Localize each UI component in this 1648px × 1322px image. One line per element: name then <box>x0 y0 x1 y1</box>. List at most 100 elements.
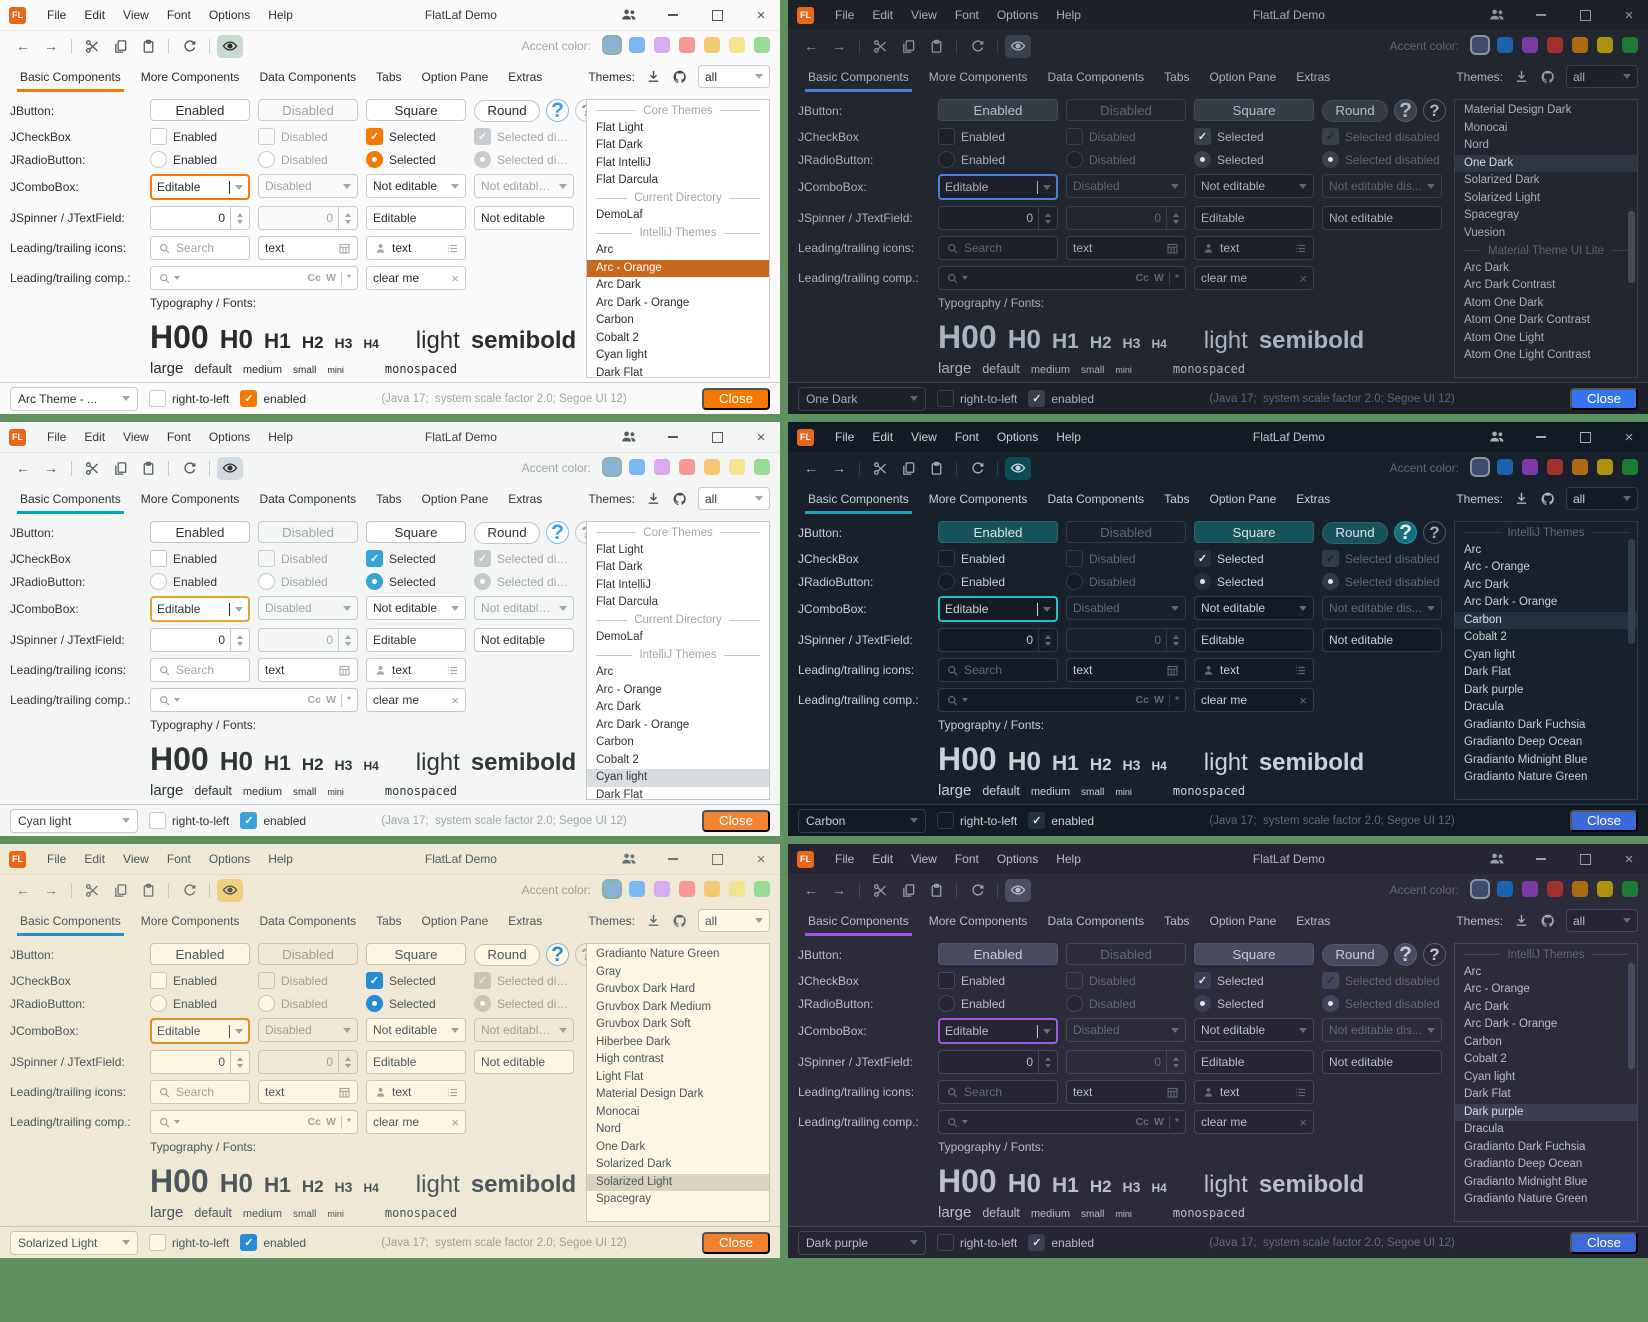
regex-toggle[interactable]: * <box>346 1116 351 1128</box>
theme-list-item-dark-purple[interactable]: Dark purple <box>1455 1103 1637 1121</box>
theme-list-item-dracula[interactable]: Dracula <box>1464 701 1504 713</box>
match-case-toggle[interactable]: Cc <box>307 272 321 284</box>
accent-swatch-3[interactable] <box>654 880 670 897</box>
menu-edit[interactable]: Edit <box>872 8 894 22</box>
calendar-icon[interactable] <box>337 241 351 255</box>
theme-list-item-atom-one-light-contrast[interactable]: Atom One Light Contrast <box>1464 349 1591 361</box>
theme-list-item-gradianto-midnight-blue[interactable]: Gradianto Midnight Blue <box>1464 753 1588 766</box>
checkbox-enabled[interactable]: ✓Enabled <box>938 128 1058 145</box>
accent-swatch-5[interactable] <box>1572 36 1588 53</box>
theme-list-item-carbon[interactable]: Carbon <box>1464 1035 1502 1048</box>
whole-words-toggle[interactable]: W <box>325 1116 336 1128</box>
close-button[interactable]: Close <box>1570 809 1638 832</box>
search-field-with-options[interactable]: Cc W * <box>150 266 358 290</box>
tab-extras[interactable]: Extras <box>1296 69 1331 84</box>
accent-swatch-5[interactable] <box>704 458 720 475</box>
tab-data-components[interactable]: Data Components <box>1047 69 1145 84</box>
radio-enabled[interactable]: Enabled <box>938 151 1058 168</box>
tab-basic-components[interactable]: Basic Components <box>798 483 919 514</box>
close-window-button[interactable]: × <box>1624 428 1634 446</box>
maximize-button[interactable] <box>1576 428 1594 446</box>
theme-list-item-atom-one-dark-contrast[interactable]: Atom One Dark Contrast <box>1464 314 1590 326</box>
tab-more-components[interactable]: More Components <box>928 491 1028 506</box>
help-button-primary[interactable]: ? <box>1394 521 1417 544</box>
theme-list-item-arc[interactable]: Arc <box>596 666 614 678</box>
themes-filter-select[interactable]: all <box>698 487 770 510</box>
minimize-button[interactable] <box>1532 850 1550 868</box>
menu-edit[interactable]: Edit <box>84 852 106 866</box>
close-button[interactable]: Close <box>702 809 770 832</box>
cut-icon[interactable] <box>79 457 105 480</box>
accent-swatch-5[interactable] <box>704 36 720 53</box>
copy-icon[interactable] <box>895 457 921 480</box>
spinner[interactable]: 0 <box>150 628 250 652</box>
regex-toggle[interactable]: * <box>1174 1116 1179 1128</box>
cut-icon[interactable] <box>79 879 105 902</box>
tab-option-pane[interactable]: Option Pane <box>1209 491 1277 506</box>
accent-swatch-5[interactable] <box>1572 880 1588 897</box>
theme-list-item-carbon[interactable]: Carbon <box>596 314 634 326</box>
close-window-button[interactable]: × <box>756 6 766 24</box>
clear-icon[interactable]: × <box>1299 1114 1307 1130</box>
copy-icon[interactable] <box>107 35 133 58</box>
users-icon[interactable] <box>1488 6 1506 24</box>
copy-icon[interactable] <box>895 35 921 58</box>
whole-words-toggle[interactable]: W <box>325 272 336 284</box>
radio-selected[interactable]: Selected <box>1194 151 1314 168</box>
right-to-left-checkbox[interactable]: ✓right-to-left <box>149 812 229 829</box>
menu-help[interactable]: Help <box>1056 8 1081 22</box>
theme-list-item-spacegray[interactable]: Spacegray <box>1464 209 1519 221</box>
theme-list-item-gray[interactable]: Gray <box>596 965 621 978</box>
maximize-button[interactable] <box>708 6 726 24</box>
tab-tabs[interactable]: Tabs <box>376 69 402 84</box>
theme-list-item-flat-intellij[interactable]: Flat IntelliJ <box>596 156 651 169</box>
theme-list-item-gruvbox-dark-soft[interactable]: Gruvbox Dark Soft <box>596 1018 691 1030</box>
accent-swatch-1[interactable] <box>1472 880 1488 897</box>
menu-help[interactable]: Help <box>268 430 293 444</box>
back-button[interactable]: ← <box>804 38 818 54</box>
tab-data-components[interactable]: Data Components <box>259 913 357 928</box>
maximize-button[interactable] <box>1576 850 1594 868</box>
combobox-not-editable[interactable]: Not editable <box>366 1018 466 1042</box>
theme-list-item-cyan-light[interactable]: Cyan light <box>1464 648 1516 661</box>
close-window-button[interactable]: × <box>1624 6 1634 24</box>
menu-file[interactable]: File <box>835 852 855 866</box>
enabled-button[interactable]: Enabled <box>938 521 1058 543</box>
scrollbar-thumb[interactable] <box>1628 538 1635 644</box>
enabled-button[interactable]: Enabled <box>150 943 250 965</box>
scrollbar-thumb[interactable] <box>1628 210 1635 283</box>
theme-list-item-dracula[interactable]: Dracula <box>1464 1123 1504 1135</box>
theme-list-item-flat-dark[interactable]: Flat Dark <box>596 139 643 151</box>
menu-file[interactable]: File <box>835 8 855 22</box>
minimize-button[interactable] <box>664 6 682 24</box>
text-field-person-list[interactable]: text <box>366 658 466 682</box>
enabled-checkbox[interactable]: ✓ enabled <box>240 390 306 407</box>
tab-more-components[interactable]: More Components <box>140 69 240 84</box>
theme-list-item-high-contrast[interactable]: High contrast <box>596 1053 664 1065</box>
theme-list-item-demolaf[interactable]: DemoLaf <box>596 209 643 221</box>
menu-font[interactable]: Font <box>166 8 191 22</box>
theme-list-item-gradianto-nature-green[interactable]: Gradianto Nature Green <box>1464 771 1588 783</box>
right-to-left-checkbox[interactable]: ✓right-to-left <box>149 390 229 407</box>
search-field-with-options[interactable]: Cc W * <box>150 1110 358 1134</box>
forward-button[interactable]: → <box>832 38 846 54</box>
download-icon[interactable] <box>644 68 662 86</box>
github-icon[interactable] <box>1539 912 1557 930</box>
paste-icon[interactable] <box>135 35 161 58</box>
search-input[interactable]: Search <box>150 658 250 682</box>
theme-list-item-spacegray[interactable]: Spacegray <box>596 1193 651 1205</box>
clearable-field[interactable]: clear me × <box>366 688 466 712</box>
accent-swatch-7[interactable] <box>754 458 770 475</box>
theme-select[interactable]: Solarized Light <box>10 1230 138 1255</box>
tab-option-pane[interactable]: Option Pane <box>421 913 489 928</box>
menu-help[interactable]: Help <box>1056 852 1081 866</box>
theme-list-item-arc-dark[interactable]: Arc Dark <box>1464 1000 1509 1013</box>
tab-more-components[interactable]: More Components <box>928 69 1028 84</box>
text-field-calendar[interactable]: text <box>1066 236 1186 260</box>
text-field-person-list[interactable]: text <box>366 1080 466 1104</box>
github-icon[interactable] <box>1539 490 1557 508</box>
tab-basic-components[interactable]: Basic Components <box>10 905 131 936</box>
accent-swatch-1[interactable] <box>1472 458 1488 475</box>
search-field-with-options[interactable]: Cc W * <box>938 266 1186 290</box>
theme-list-item-hiberbee-dark[interactable]: Hiberbee Dark <box>596 1035 671 1048</box>
